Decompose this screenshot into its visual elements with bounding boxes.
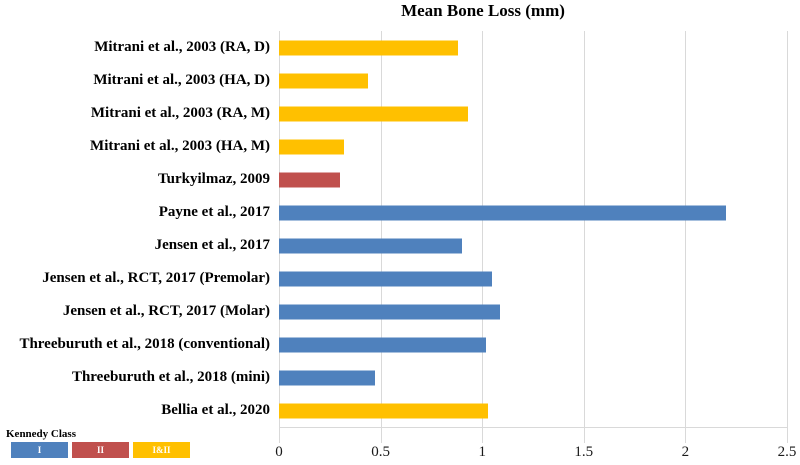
bar [279, 205, 727, 220]
category-label: Mitrani et al., 2003 (HA, M) [90, 138, 270, 154]
bar-track [279, 361, 787, 394]
x-tick-label: 1.5 [574, 444, 594, 460]
chart-row: Mitrani et al., 2003 (RA, M) [0, 97, 787, 130]
bar-track [279, 196, 787, 229]
gridline [482, 31, 484, 443]
gridline [279, 31, 280, 443]
category-label: Turkyilmaz, 2009 [158, 171, 270, 187]
category-label: Threeburuth et al., 2018 (conventional) [19, 336, 270, 352]
bar-track [279, 97, 787, 130]
chart-row: Mitrani et al., 2003 (HA, D) [0, 64, 787, 97]
category-label: Jensen et al., RCT, 2017 (Molar) [62, 303, 270, 319]
bar [279, 238, 462, 253]
bar [279, 370, 375, 385]
bar-track [279, 64, 787, 97]
legend: Kennedy Class I II I&II [5, 428, 205, 458]
x-tick-label: 2 [681, 444, 690, 460]
chart-row: Mitrani et al., 2003 (HA, M) [0, 130, 787, 163]
chart-row: Threeburuth et al., 2018 (conventional) [0, 328, 787, 361]
bar-track [279, 163, 787, 196]
x-axis-line [279, 427, 788, 428]
bar [279, 106, 468, 121]
category-label: Mitrani et al., 2003 (RA, M) [90, 105, 270, 121]
bar-track [279, 262, 787, 295]
legend-entry: I [11, 442, 68, 458]
bar [279, 40, 458, 55]
bar-track [279, 295, 787, 328]
x-tick-label: 2.5 [777, 444, 797, 460]
bar-track [279, 394, 787, 427]
bar [279, 304, 501, 319]
gridline [380, 31, 382, 443]
chart-row: Bellia et al., 2020 [0, 394, 787, 427]
chart-row: Payne et al., 2017 [0, 196, 787, 229]
chart-row: Turkyilmaz, 2009 [0, 163, 787, 196]
x-tick-label: 1 [478, 444, 486, 460]
category-label: Jensen et al., 2017 [154, 237, 270, 253]
category-label: Payne et al., 2017 [158, 204, 270, 220]
bar-track [279, 328, 787, 361]
x-axis-tick-labels: 0 0.5 1 1.5 2 2.5 [275, 444, 796, 464]
bar [279, 271, 493, 286]
gridlines [279, 31, 788, 443]
gridline [685, 31, 687, 443]
category-label: Mitrani et al., 2003 (RA, D) [94, 39, 270, 55]
bar-track [279, 31, 787, 64]
chart-title: Mean Bone Loss (mm) [401, 1, 565, 20]
chart-row: Jensen et al., 2017 [0, 229, 787, 262]
category-label: Bellia et al., 2020 [161, 402, 270, 418]
gridline [583, 31, 585, 443]
x-tick-label: 0 [275, 444, 283, 460]
bar [279, 139, 345, 154]
legend-entry: II [72, 442, 129, 458]
chart-row: Jensen et al., RCT, 2017 (Molar) [0, 295, 787, 328]
gridline [787, 31, 788, 443]
category-label: Threeburuth et al., 2018 (mini) [71, 369, 270, 385]
bar [279, 403, 489, 418]
bar [279, 172, 340, 187]
bar-track [279, 229, 787, 262]
chart-row: Mitrani et al., 2003 (RA, D) [0, 31, 787, 64]
bar-rows: Mitrani et al., 2003 (RA, D) Mitrani et a… [0, 31, 787, 427]
legend-title: Kennedy Class [6, 428, 76, 440]
chart-row: Threeburuth et al., 2018 (mini) [0, 361, 787, 394]
bar [279, 337, 487, 352]
legend-entry: I&II [133, 442, 190, 458]
x-tick-label: 0.5 [371, 444, 390, 460]
legend-entries: I II I&II [11, 442, 205, 458]
category-label: Jensen et al., RCT, 2017 (Premolar) [42, 270, 270, 286]
bar [279, 73, 369, 88]
chart-row: Jensen et al., RCT, 2017 (Premolar) [0, 262, 787, 295]
bar-track [279, 130, 787, 163]
category-label: Mitrani et al., 2003 (HA, D) [93, 72, 270, 88]
